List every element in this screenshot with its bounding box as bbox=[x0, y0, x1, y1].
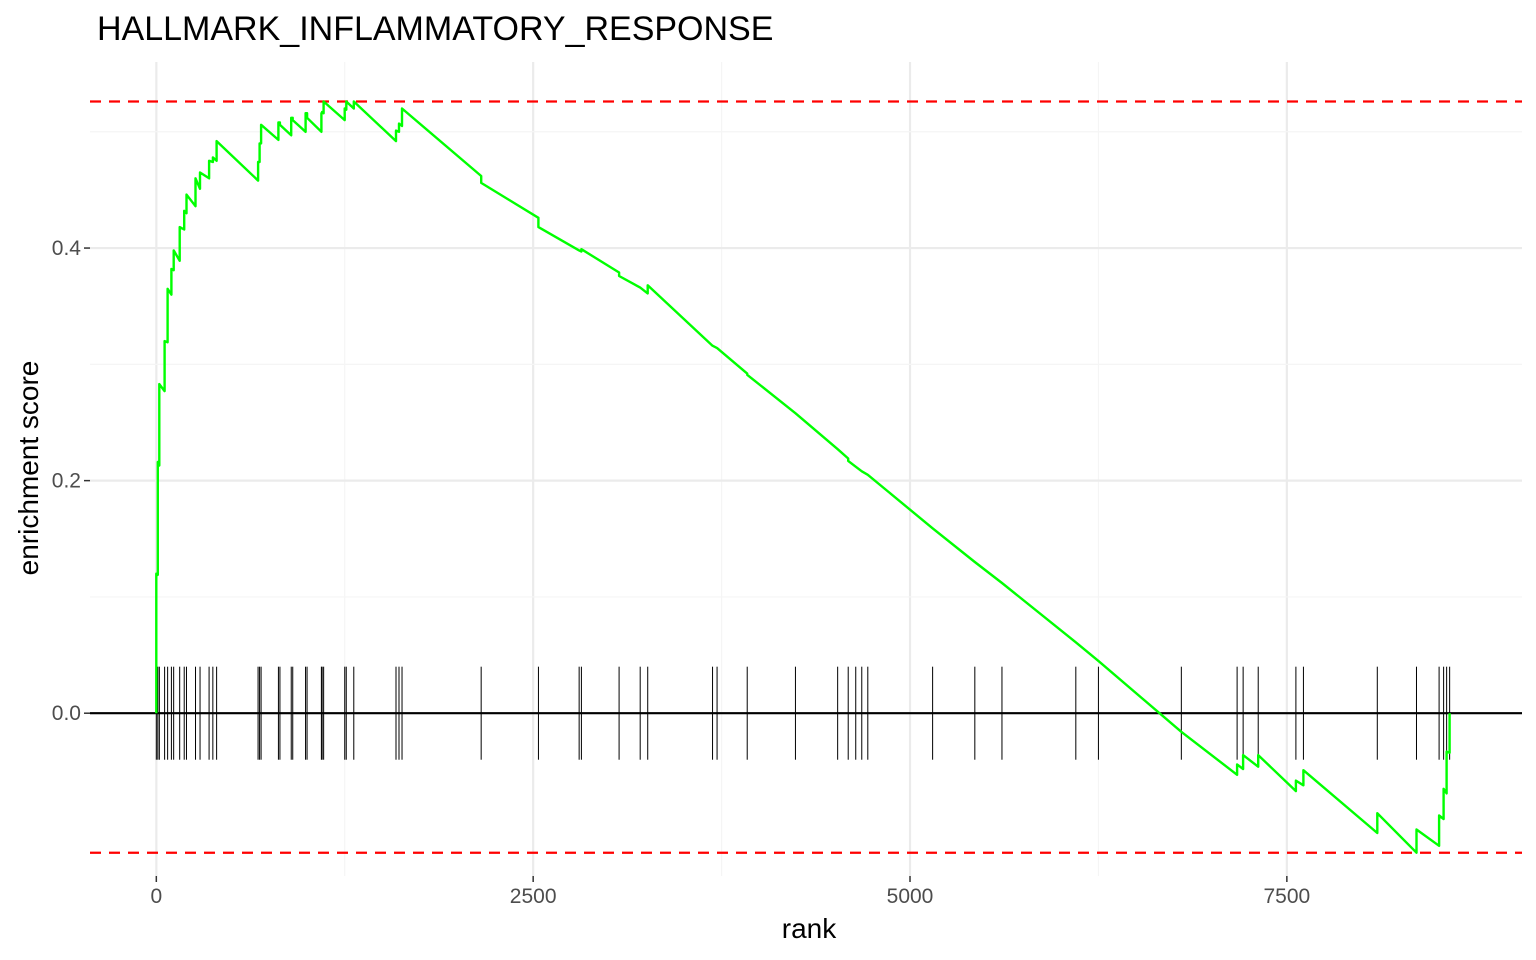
enrichment-curve bbox=[155, 100, 1451, 854]
x-tick-label: 2500 bbox=[510, 885, 557, 908]
y-tick-labels: 0.0 0.2 0.4 bbox=[52, 237, 90, 725]
curve-layer bbox=[155, 100, 1451, 854]
threshold-lines bbox=[90, 100, 1522, 854]
x-tick-labels: 0 2500 5000 7500 bbox=[150, 876, 1310, 908]
x-tick-label: 5000 bbox=[887, 885, 934, 908]
chart-title: HALLMARK_INFLAMMATORY_RESPONSE bbox=[97, 10, 773, 48]
hit-ticks bbox=[155, 666, 1451, 760]
x-tick-label: 0 bbox=[150, 885, 162, 908]
grid-layer bbox=[90, 62, 1522, 876]
x-axis-title: rank bbox=[782, 913, 837, 944]
y-tick-label: 0.4 bbox=[52, 237, 82, 260]
x-tick-label: 7500 bbox=[1263, 885, 1310, 908]
y-axis-title: enrichment score bbox=[13, 361, 44, 576]
y-tick-label: 0.2 bbox=[52, 470, 81, 493]
y-tick-label: 0.0 bbox=[52, 702, 81, 725]
